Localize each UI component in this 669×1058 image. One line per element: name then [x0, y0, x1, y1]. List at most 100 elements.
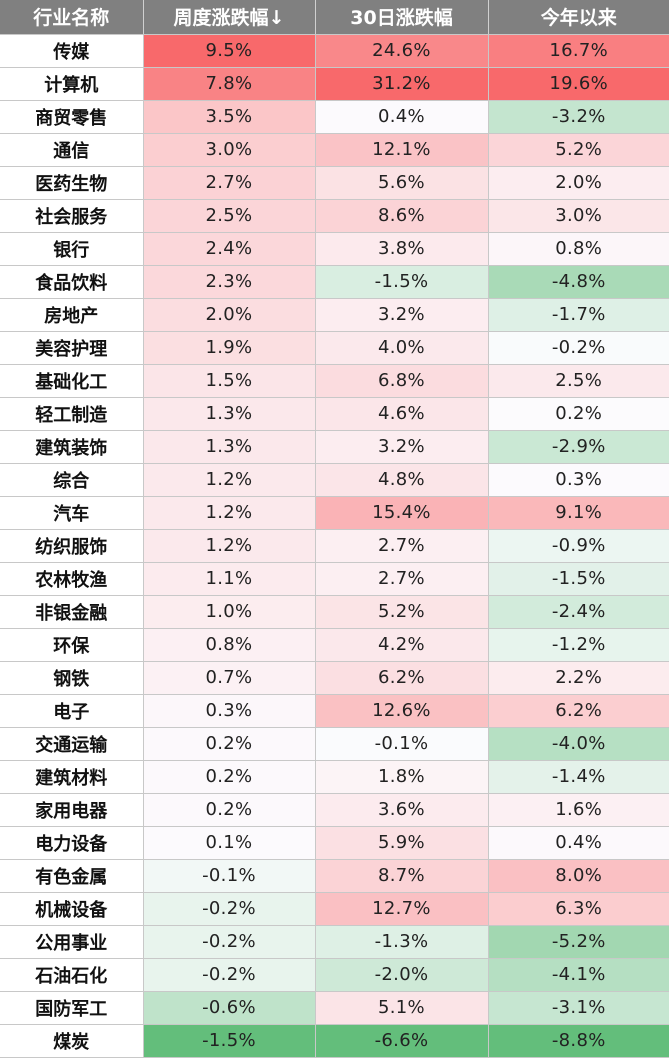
table-row: 食品饮料 2.3% -1.5% -4.8% [0, 264, 669, 299]
column-header-industry: 行业名称 [0, 0, 144, 35]
ytd-change-cell: -1.2% [487, 627, 669, 662]
column-header-30d-change[interactable]: 30日涨跌幅 [315, 0, 489, 35]
ytd-change-cell: 5.2% [487, 132, 669, 167]
30d-change-cell: -1.3% [314, 924, 489, 959]
30d-change-cell: 1.8% [314, 759, 489, 794]
weekly-change-cell: 1.3% [142, 429, 316, 464]
30d-change-cell: 4.8% [314, 462, 489, 497]
30d-change-cell: -6.6% [314, 1023, 489, 1058]
industry-name-cell: 房地产 [0, 297, 144, 332]
industry-name-cell: 汽车 [0, 495, 144, 530]
30d-change-cell: 12.1% [314, 132, 489, 167]
industry-name-cell: 医药生物 [0, 165, 144, 200]
ytd-change-cell: 2.5% [487, 363, 669, 398]
column-header-ytd-change[interactable]: 今年以来 [488, 0, 669, 35]
30d-change-cell: 0.4% [314, 99, 489, 134]
ytd-change-cell: 8.0% [487, 858, 669, 893]
weekly-change-cell: 0.2% [142, 726, 316, 761]
industry-name-cell: 通信 [0, 132, 144, 167]
weekly-change-cell: 0.2% [142, 759, 316, 794]
industry-name-cell: 机械设备 [0, 891, 144, 926]
weekly-change-cell: 1.3% [142, 396, 316, 431]
ytd-change-cell: -4.8% [487, 264, 669, 299]
ytd-change-cell: 0.4% [487, 825, 669, 860]
industry-name-cell: 商贸零售 [0, 99, 144, 134]
30d-change-cell: 4.6% [314, 396, 489, 431]
industry-name-cell: 钢铁 [0, 660, 144, 695]
industry-name-cell: 社会服务 [0, 198, 144, 233]
30d-change-cell: -0.1% [314, 726, 489, 761]
ytd-change-cell: 16.7% [487, 33, 669, 68]
industry-name-cell: 轻工制造 [0, 396, 144, 431]
30d-change-cell: 6.2% [314, 660, 489, 695]
weekly-change-cell: 2.4% [142, 231, 316, 266]
column-header-weekly-change[interactable]: 周度涨跌幅↓ [143, 0, 316, 35]
weekly-change-cell: -0.6% [142, 990, 316, 1025]
industry-name-cell: 煤炭 [0, 1023, 144, 1058]
table-row: 石油石化 -0.2% -2.0% -4.1% [0, 957, 669, 992]
table-row: 纺织服饰 1.2% 2.7% -0.9% [0, 528, 669, 563]
table-row: 电子 0.3% 12.6% 6.2% [0, 693, 669, 728]
table-row: 社会服务 2.5% 8.6% 3.0% [0, 198, 669, 233]
weekly-change-cell: -0.1% [142, 858, 316, 893]
30d-change-cell: 8.6% [314, 198, 489, 233]
table-body: 传媒 9.5% 24.6% 16.7% 计算机 7.8% 31.2% 19.6% 商贸零售 3.5… [0, 33, 669, 1058]
weekly-change-cell: 2.3% [142, 264, 316, 299]
industry-name-cell: 石油石化 [0, 957, 144, 992]
table-row: 医药生物 2.7% 5.6% 2.0% [0, 165, 669, 200]
industry-name-cell: 基础化工 [0, 363, 144, 398]
industry-name-cell: 食品饮料 [0, 264, 144, 299]
weekly-change-cell: 0.3% [142, 693, 316, 728]
weekly-change-cell: 1.2% [142, 528, 316, 563]
industry-name-cell: 电力设备 [0, 825, 144, 860]
ytd-change-cell: 2.0% [487, 165, 669, 200]
industry-name-cell: 美容护理 [0, 330, 144, 365]
industry-name-cell: 有色金属 [0, 858, 144, 893]
ytd-change-cell: -5.2% [487, 924, 669, 959]
weekly-change-cell: 1.2% [142, 495, 316, 530]
header-row: 行业名称 周度涨跌幅↓ 30日涨跌幅 今年以来 [0, 0, 669, 35]
table-row: 建筑材料 0.2% 1.8% -1.4% [0, 759, 669, 794]
table-row: 公用事业 -0.2% -1.3% -5.2% [0, 924, 669, 959]
30d-change-cell: 4.2% [314, 627, 489, 662]
industry-name-cell: 建筑材料 [0, 759, 144, 794]
table-row: 钢铁 0.7% 6.2% 2.2% [0, 660, 669, 695]
ytd-change-cell: 6.2% [487, 693, 669, 728]
industry-name-cell: 银行 [0, 231, 144, 266]
table-row: 美容护理 1.9% 4.0% -0.2% [0, 330, 669, 365]
weekly-change-cell: 7.8% [142, 66, 316, 101]
weekly-change-cell: 3.5% [142, 99, 316, 134]
industry-name-cell: 综合 [0, 462, 144, 497]
industry-name-cell: 家用电器 [0, 792, 144, 827]
30d-change-cell: 3.2% [314, 429, 489, 464]
ytd-change-cell: -3.1% [487, 990, 669, 1025]
table-row: 房地产 2.0% 3.2% -1.7% [0, 297, 669, 332]
industry-name-cell: 传媒 [0, 33, 144, 68]
weekly-change-cell: 0.2% [142, 792, 316, 827]
weekly-change-cell: 1.0% [142, 594, 316, 629]
30d-change-cell: 3.2% [314, 297, 489, 332]
weekly-change-cell: 1.5% [142, 363, 316, 398]
industry-name-cell: 纺织服饰 [0, 528, 144, 563]
ytd-change-cell: 1.6% [487, 792, 669, 827]
ytd-change-cell: -1.7% [487, 297, 669, 332]
weekly-change-cell: -0.2% [142, 924, 316, 959]
30d-change-cell: 12.7% [314, 891, 489, 926]
ytd-change-cell: -4.1% [487, 957, 669, 992]
ytd-change-cell: 3.0% [487, 198, 669, 233]
table-row: 商贸零售 3.5% 0.4% -3.2% [0, 99, 669, 134]
industry-name-cell: 交通运输 [0, 726, 144, 761]
ytd-change-cell: -8.8% [487, 1023, 669, 1058]
ytd-change-cell: -2.4% [487, 594, 669, 629]
table-row: 银行 2.4% 3.8% 0.8% [0, 231, 669, 266]
30d-change-cell: -1.5% [314, 264, 489, 299]
industry-name-cell: 计算机 [0, 66, 144, 101]
table-row: 传媒 9.5% 24.6% 16.7% [0, 33, 669, 68]
table-row: 基础化工 1.5% 6.8% 2.5% [0, 363, 669, 398]
30d-change-cell: 5.6% [314, 165, 489, 200]
table-row: 电力设备 0.1% 5.9% 0.4% [0, 825, 669, 860]
ytd-change-cell: -1.4% [487, 759, 669, 794]
industry-name-cell: 农林牧渔 [0, 561, 144, 596]
weekly-change-cell: 2.0% [142, 297, 316, 332]
30d-change-cell: 24.6% [314, 33, 489, 68]
